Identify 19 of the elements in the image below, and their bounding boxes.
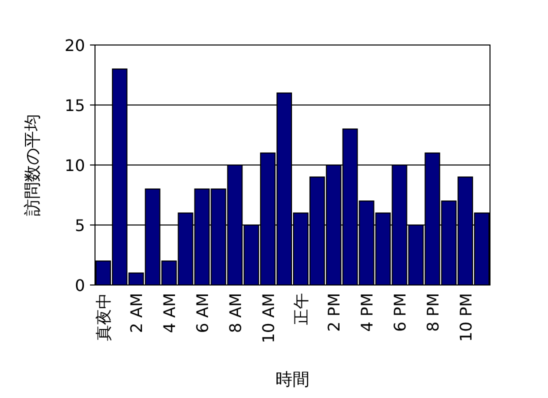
x-tick-label: 正午 xyxy=(292,293,311,325)
x-tick-label: 8 PM xyxy=(423,293,442,332)
y-axis-title: 訪問数の平均 xyxy=(23,114,43,216)
x-tick-label: 10 PM xyxy=(456,293,476,342)
x-tick-label: 4 PM xyxy=(358,293,377,332)
x-axis-title: 時間 xyxy=(276,370,310,390)
y-tick-label: 10 xyxy=(64,156,85,175)
x-tick-label: 6 AM xyxy=(192,293,212,334)
y-tick-label: 0 xyxy=(74,276,85,295)
y-tick-label: 5 xyxy=(74,216,85,235)
x-tick-label: 8 AM xyxy=(226,293,245,334)
y-tick-label: 15 xyxy=(64,96,85,115)
x-tick-label: 10 AM xyxy=(258,293,278,344)
x-tick-label: 6 PM xyxy=(390,293,410,332)
x-tick-label: 真夜中 xyxy=(94,293,114,341)
x-tick-label: 4 AM xyxy=(160,293,180,334)
x-tick-label: 2 PM xyxy=(324,293,344,332)
x-tick-label: 2 AM xyxy=(127,293,146,334)
y-tick-label: 20 xyxy=(64,36,85,55)
